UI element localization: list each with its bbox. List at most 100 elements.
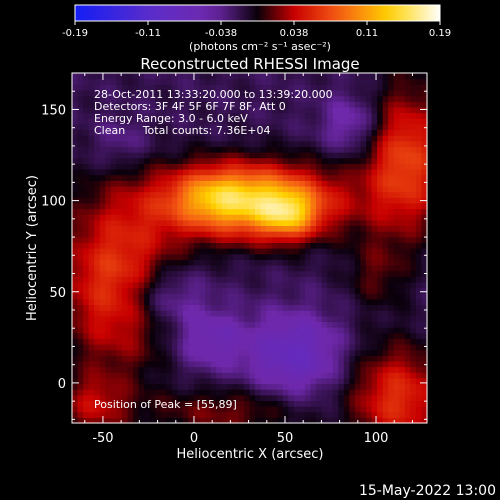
heatmap-cell: [304, 106, 312, 114]
heatmap-cell: [166, 293, 173, 300]
heatmap-cell: [304, 174, 312, 181]
heatmap-cell: [155, 293, 162, 300]
heatmap-cell: [94, 140, 101, 147]
heatmap-cell: [110, 411, 117, 418]
heatmap-cell: [149, 185, 156, 193]
heatmap-cell: [377, 174, 384, 181]
heatmap-cell: [243, 123, 251, 131]
heatmap-cell: [299, 214, 306, 221]
heatmap-cell: [421, 343, 428, 351]
heatmap-cell: [260, 411, 267, 418]
heatmap-cell: [227, 259, 234, 266]
heatmap-cell: [404, 411, 411, 418]
heatmap-cell: [316, 394, 323, 402]
heatmap-cell: [255, 355, 262, 362]
heatmap-cell: [321, 400, 328, 407]
heatmap-cell: [277, 225, 284, 232]
heatmap-cell: [138, 123, 145, 131]
heatmap-cell: [221, 304, 228, 311]
heatmap-cell: [388, 135, 395, 142]
heatmap-cell: [266, 146, 273, 153]
heatmap-cell: [338, 73, 345, 80]
heatmap-cell: [105, 146, 112, 153]
heatmap-cell: [149, 118, 156, 125]
heatmap-cell: [94, 231, 101, 238]
heatmap-cell: [138, 377, 145, 385]
heatmap-cell: [354, 185, 362, 193]
heatmap-cell: [393, 276, 400, 283]
heatmap-cell: [205, 366, 212, 373]
heatmap-cell: [216, 321, 223, 328]
heatmap-cell: [282, 191, 289, 198]
heatmap-cell: [338, 400, 345, 407]
heatmap-cell: [360, 281, 367, 289]
heatmap-cell: [221, 293, 228, 300]
heatmap-cell: [327, 366, 334, 373]
heatmap-cell: [327, 168, 334, 176]
heatmap-cell: [249, 129, 256, 136]
heatmap-cell: [77, 129, 84, 136]
heatmap-cell: [110, 327, 117, 334]
heatmap-cell: [133, 242, 140, 249]
heatmap-cell: [171, 185, 178, 193]
heatmap-cell: [249, 123, 256, 131]
heatmap-cell: [288, 270, 295, 277]
heatmap-cell: [83, 259, 90, 266]
heatmap-cell: [277, 185, 284, 193]
heatmap-cell: [371, 101, 378, 108]
heatmap-cell: [338, 417, 345, 424]
heatmap-cell: [121, 84, 129, 91]
heatmap-cell: [177, 197, 184, 204]
heatmap-cell: [399, 185, 406, 193]
heatmap-cell: [160, 152, 167, 159]
heatmap-cell: [299, 152, 306, 159]
heatmap-cell: [160, 112, 167, 119]
heatmap-cell: [349, 135, 356, 142]
heatmap-cell: [421, 332, 428, 339]
heatmap-cell: [216, 343, 223, 351]
heatmap-cell: [88, 248, 95, 255]
heatmap-cell: [94, 406, 101, 413]
heatmap-cell: [271, 214, 278, 221]
heatmap-cell: [210, 106, 217, 114]
heatmap-cell: [127, 73, 134, 80]
heatmap-cell: [349, 214, 356, 221]
heatmap-cell: [299, 129, 306, 136]
heatmap-cell: [343, 140, 350, 147]
heatmap-cell: [188, 264, 195, 272]
heatmap-cell: [110, 157, 117, 164]
heatmap-cell: [171, 242, 178, 249]
heatmap-cell: [415, 276, 423, 283]
heatmap-cell: [310, 270, 317, 277]
heatmap-cell: [288, 338, 295, 345]
heatmap-cell: [393, 146, 400, 153]
heatmap-cell: [410, 106, 417, 114]
heatmap-cell: [388, 78, 395, 85]
heatmap-cell: [121, 95, 129, 102]
heatmap-cell: [282, 118, 289, 125]
heatmap-cell: [349, 276, 356, 283]
heatmap-cell: [415, 242, 423, 249]
heatmap-cell: [388, 406, 395, 413]
heatmap-cell: [72, 355, 79, 362]
heatmap-cell: [133, 377, 140, 385]
heatmap-cell: [243, 293, 251, 300]
heatmap-cell: [415, 360, 423, 368]
heatmap-cell: [288, 185, 295, 193]
heatmap-cell: [171, 106, 178, 114]
heatmap-cell: [110, 389, 117, 396]
heatmap-cell: [288, 135, 295, 142]
heatmap-cell: [354, 242, 362, 249]
heatmap-cell: [238, 276, 245, 283]
heatmap-cell: [216, 259, 223, 266]
heatmap-cell: [360, 394, 367, 402]
heatmap-cell: [149, 140, 156, 147]
heatmap-cell: [404, 349, 411, 356]
heatmap-cell: [260, 366, 267, 373]
heatmap-cell: [354, 349, 362, 356]
heatmap-cell: [393, 123, 400, 131]
heatmap-cell: [415, 264, 423, 272]
heatmap-cell: [388, 281, 395, 289]
heatmap-cell: [404, 146, 411, 153]
heatmap-cell: [360, 89, 367, 97]
